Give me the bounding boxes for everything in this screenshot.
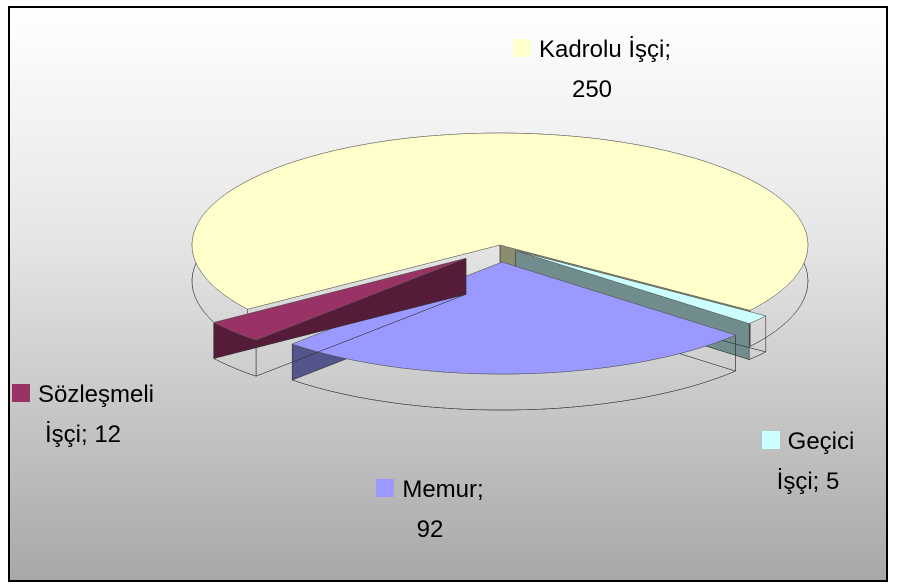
data-label-text: Kadrolu İşçi; 250: [538, 36, 672, 103]
slice: [515, 250, 767, 324]
data-label-text: Memur; 92: [402, 476, 484, 543]
legend-key: [761, 431, 780, 449]
slice: [291, 261, 737, 375]
legend-key: [512, 39, 531, 57]
data-label: Memur; 92: [360, 470, 500, 550]
legend-key: [376, 479, 395, 497]
data-label: Geçici İşçi; 5: [748, 422, 868, 502]
slice: [212, 258, 467, 341]
slice: [191, 132, 809, 311]
slice-side: [212, 257, 467, 377]
data-label-text: Geçici İşçi; 5: [776, 428, 855, 495]
data-label-text: Sözleşmeli İşçi; 12: [37, 381, 155, 448]
legend-key: [11, 384, 30, 402]
data-label: Kadrolu İşçi; 250: [512, 30, 672, 110]
data-label: Sözleşmeli İşçi; 12: [8, 375, 158, 455]
